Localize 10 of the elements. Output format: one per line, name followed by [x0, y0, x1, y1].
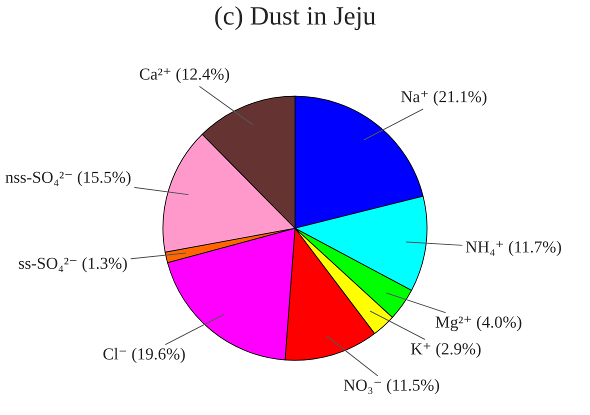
slice-label: Ca²⁺ (12.4%)	[140, 68, 230, 84]
slice-label: Mg²⁺ (4.0%)	[436, 316, 522, 332]
slice-label: ss-SO₄²⁻ (1.3%)	[18, 257, 127, 272]
slice-label: Cl⁻ (19.6%)	[103, 348, 185, 363]
slice-label: NO₃⁻ (11.5%)	[344, 379, 440, 394]
slice-label: K⁺ (2.9%)	[411, 342, 481, 358]
slice-label: NH₄⁺ (11.7%)	[466, 240, 562, 256]
slice-label: Na⁺ (21.1%)	[401, 90, 486, 106]
chart-title: (c) Dust in Jeju	[215, 6, 376, 30]
slice-label: nss-SO₄²⁻ (15.5%)	[6, 171, 131, 186]
